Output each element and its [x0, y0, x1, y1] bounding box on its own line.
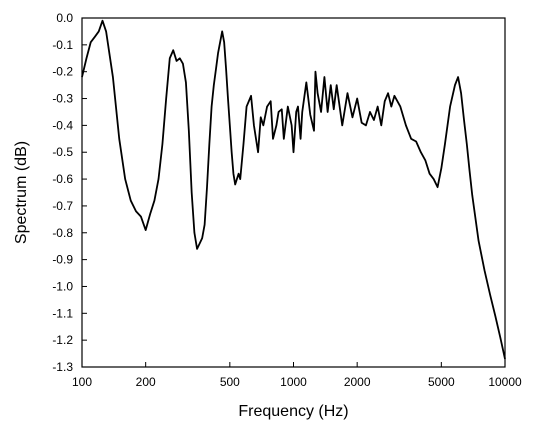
spectrum-line — [81, 19, 506, 360]
x-tick-label: 200 — [136, 375, 156, 389]
y-tick-label: -0.8 — [52, 226, 73, 240]
x-tick-label: 5000 — [428, 375, 455, 389]
y-tick-label: -0.7 — [52, 199, 73, 213]
x-tick-label: 100 — [72, 375, 92, 389]
y-tick-label: -0.6 — [52, 172, 73, 186]
y-tick-label: -1.2 — [52, 333, 73, 347]
y-tick-label: -1.3 — [52, 360, 73, 374]
x-tick-label: 2000 — [344, 375, 371, 389]
x-tick-label: 10000 — [488, 375, 522, 389]
y-tick-label: -1.1 — [52, 306, 73, 320]
x-tick-label: 500 — [220, 375, 240, 389]
y-axis-title: Spectrum (dB) — [13, 141, 30, 244]
y-tick-label: -1.0 — [52, 279, 73, 293]
y-tick-label: -0.1 — [52, 38, 73, 52]
y-tick-label: 0.0 — [56, 11, 73, 25]
x-tick-label: 1000 — [280, 375, 307, 389]
y-tick-label: -0.3 — [52, 92, 73, 106]
y-tick-label: -0.4 — [52, 118, 73, 132]
y-tick-label: -0.9 — [52, 253, 73, 267]
x-axis-ticks: 100 200 500 1000 2000 5000 10000 — [72, 362, 522, 389]
y-tick-label: -0.5 — [52, 145, 73, 159]
x-axis-title: Frequency (Hz) — [238, 403, 348, 420]
y-axis-ticks: 0.0 -0.1 -0.2 -0.3 -0.4 -0.5 -0.6 -0.7 -0.8 -0.9 -… — [52, 11, 87, 374]
y-tick-label: -0.2 — [52, 65, 73, 79]
plot-frame — [81, 17, 506, 368]
